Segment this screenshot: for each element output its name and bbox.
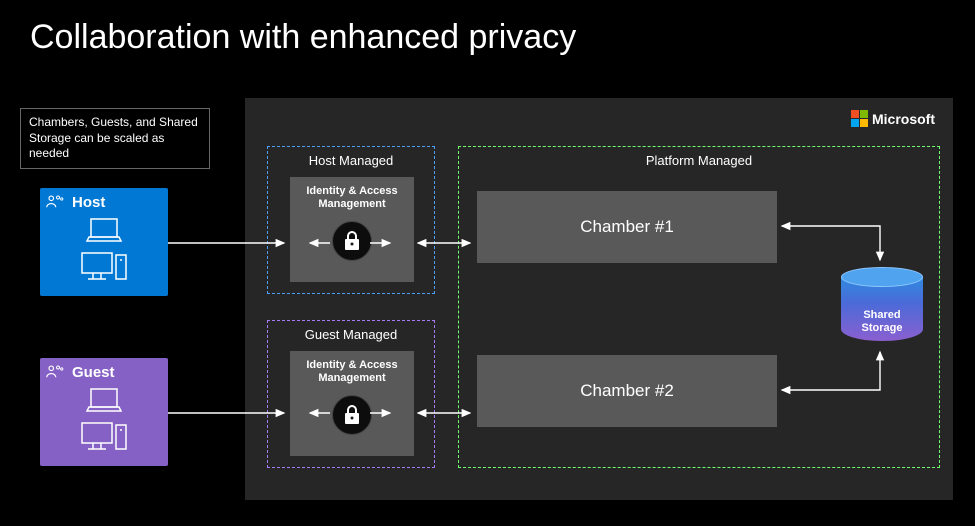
lock-icon bbox=[332, 221, 372, 261]
guest-iam-box: Identity & Access Management bbox=[290, 351, 414, 456]
people-icon bbox=[46, 364, 64, 380]
platform-managed-region: Platform Managed Chamber #1 Chamber #2 S… bbox=[458, 146, 940, 468]
storage-label: Shared Storage bbox=[841, 309, 923, 335]
guest-iam-label: Identity & Access Management bbox=[290, 359, 414, 385]
chamber-2: Chamber #2 bbox=[477, 355, 777, 427]
microsoft-logo: Microsoft bbox=[851, 110, 935, 127]
lock-icon bbox=[332, 395, 372, 435]
desktop-icon bbox=[80, 421, 128, 455]
outer-panel: Microsoft Host Managed Identity & Access… bbox=[245, 98, 953, 500]
guest-card: Guest bbox=[40, 358, 168, 466]
laptop-icon bbox=[83, 217, 125, 247]
host-card: Host bbox=[40, 188, 168, 296]
platform-managed-title: Platform Managed bbox=[459, 153, 939, 168]
storage-cylinder-icon: Shared Storage bbox=[841, 267, 923, 347]
shared-storage: Shared Storage bbox=[841, 267, 923, 347]
host-managed-title: Host Managed bbox=[268, 153, 434, 168]
host-iam-label: Identity & Access Management bbox=[290, 185, 414, 211]
desktop-icon bbox=[80, 251, 128, 285]
microsoft-logo-icon bbox=[851, 110, 868, 127]
host-iam-box: Identity & Access Management bbox=[290, 177, 414, 282]
guest-managed-title: Guest Managed bbox=[268, 327, 434, 342]
guest-label: Guest bbox=[72, 364, 160, 381]
microsoft-logo-text: Microsoft bbox=[872, 111, 935, 127]
host-label: Host bbox=[72, 194, 160, 211]
laptop-icon bbox=[83, 387, 125, 417]
host-managed-region: Host Managed Identity & Access Managemen… bbox=[267, 146, 435, 294]
page-title: Collaboration with enhanced privacy bbox=[30, 18, 576, 57]
scaling-note: Chambers, Guests, and Shared Storage can… bbox=[20, 108, 210, 169]
guest-managed-region: Guest Managed Identity & Access Manageme… bbox=[267, 320, 435, 468]
chamber-1: Chamber #1 bbox=[477, 191, 777, 263]
people-icon bbox=[46, 194, 64, 210]
